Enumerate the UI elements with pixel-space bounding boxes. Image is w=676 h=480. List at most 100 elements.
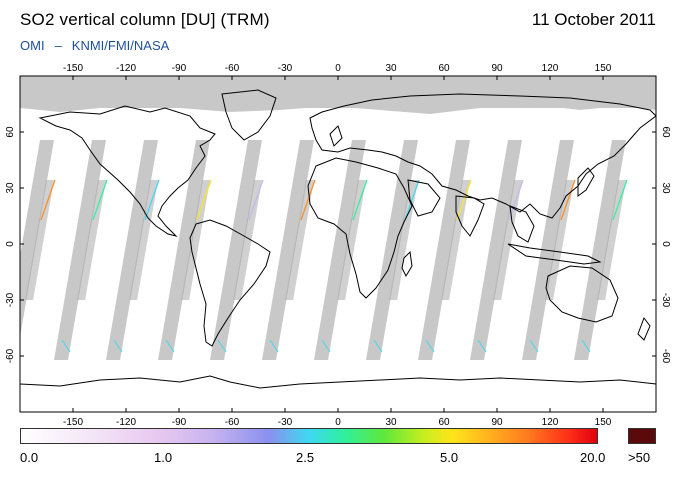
signal-streak-10 (560, 179, 576, 221)
signal-streak-0 (40, 179, 56, 221)
lon-tick-top-0: -150 (63, 63, 83, 74)
signal-streak-8 (456, 179, 472, 221)
lat-tick-right-2: 0 (660, 241, 671, 247)
signal-streak-5 (300, 179, 316, 221)
lon-tick-bottom-3: -60 (225, 417, 240, 428)
coastlines (20, 89, 656, 389)
signal-streak-south-7 (373, 339, 383, 353)
lat-tick-left-2: 0 (5, 241, 16, 247)
swath-shadow-2 (129, 180, 158, 300)
lon-tick-bottom-10: 150 (595, 417, 612, 428)
coast-north-america (38, 105, 216, 237)
lon-tick-bottom-1: -120 (116, 417, 136, 428)
signal-streak-4 (248, 179, 264, 221)
swath-gap-1 (54, 140, 106, 360)
swath-gap-5 (262, 140, 314, 360)
lat-tick-left-4: -60 (5, 348, 16, 363)
lon-tick-bottom-4: -30 (278, 417, 293, 428)
swath-gap-11 (574, 140, 626, 360)
signal-streak-south-11 (581, 339, 591, 353)
swath-shadow-8 (441, 180, 470, 300)
lon-tick-top-8: 90 (491, 63, 503, 74)
coast-new-zealand (637, 316, 651, 341)
colorbar-label-4: 20.0 (580, 450, 606, 465)
lat-tick-left-1: 30 (5, 182, 16, 194)
signal-streak-south-4 (217, 339, 227, 353)
swath-shadow-1 (77, 180, 106, 300)
swath-shadow-6 (337, 180, 366, 300)
credit-separator: – (54, 38, 62, 53)
swath-shadow-5 (285, 180, 314, 300)
lon-tick-bottom-2: -90 (172, 417, 187, 428)
lon-tick-bottom-9: 120 (542, 417, 559, 428)
coast-australia (545, 265, 619, 323)
signal-streak-south-9 (477, 339, 487, 353)
lon-tick-bottom-0: -150 (63, 417, 83, 428)
signal-streak-2 (144, 179, 160, 221)
swath-gap-6 (314, 140, 366, 360)
lon-tick-bottom-6: 30 (385, 417, 397, 428)
lat-tick-right-1: 30 (660, 182, 671, 194)
swath-shadow-7 (389, 180, 418, 300)
signal-streak-1 (92, 179, 108, 221)
coast-south-america (189, 219, 271, 347)
signal-streak-south-8 (425, 339, 435, 353)
lat-tick-right-4: -60 (660, 349, 671, 364)
coast-uk (329, 125, 343, 147)
lat-tick-right-3: -30 (660, 293, 671, 308)
colorbar-label-1: 1.0 (154, 450, 173, 465)
swath-shadow-9 (493, 180, 522, 300)
coast-india (455, 195, 485, 237)
swath-shadow-0 (25, 180, 54, 300)
swath-gap-4 (210, 140, 262, 360)
colorbar-label-3: 5.0 (440, 450, 459, 465)
lon-tick-bottom-8: 90 (491, 417, 503, 428)
lat-ticks-left: 60 30 0 -30 -60 (5, 126, 24, 363)
coast-antarctica (20, 375, 656, 389)
lat-tick-left-3: -30 (5, 292, 16, 307)
coast-indonesia (507, 243, 602, 265)
colorbar-label-2: 2.5 (296, 450, 315, 465)
signal-streak-3 (196, 179, 212, 221)
lon-tick-top-1: -120 (116, 63, 136, 74)
lon-tick-top-10: 150 (595, 63, 612, 74)
coast-japan (577, 167, 595, 197)
lat-ticks-right: 60 30 0 -30 -60 (652, 126, 671, 364)
coast-se-asia (509, 205, 535, 243)
swath-gap-7 (366, 140, 418, 360)
swath-gap-9 (470, 140, 522, 360)
signal-streak-south-2 (113, 339, 123, 353)
swath-gaps (20, 140, 626, 360)
swath-shadow-11 (597, 180, 626, 300)
signal-streak-6 (352, 179, 368, 221)
signal-streak-south-10 (529, 339, 539, 353)
signal-streak-south-6 (321, 339, 331, 353)
lon-ticks-bottom: -150 -120 -90 -60 -30 0 30 60 90 120 150 (63, 408, 612, 428)
swath-gap-2 (106, 140, 158, 360)
signal-streak-south-3 (165, 339, 175, 353)
coast-europe-asia (309, 93, 656, 219)
map-title: SO2 vertical column [DU] (TRM) (20, 10, 270, 29)
nodata-edge (20, 76, 656, 114)
lon-ticks-top: -150 -120 -90 -60 -30 0 30 60 90 120 150 (63, 63, 612, 80)
coast-africa (307, 157, 413, 299)
coast-arabia (407, 179, 441, 217)
signal-streak-11 (612, 179, 628, 221)
lon-tick-top-5: 0 (335, 63, 341, 74)
map-date: 11 October 2011 (531, 10, 656, 29)
swath-shadow-4 (233, 180, 262, 300)
lon-tick-top-4: -30 (278, 63, 293, 74)
lat-tick-left-0: 60 (5, 126, 16, 138)
lon-tick-top-7: 60 (438, 63, 450, 74)
colorbar-overflow-box (628, 428, 656, 444)
lon-tick-top-6: 30 (385, 63, 397, 74)
swath-gap-3 (158, 140, 210, 360)
lon-tick-bottom-7: 60 (438, 417, 450, 428)
swath-gap-8 (418, 140, 470, 360)
swath-shadow-10 (545, 180, 574, 300)
lon-tick-top-3: -60 (225, 63, 240, 74)
credit-organizations: KNMI/FMI/NASA (71, 38, 170, 53)
credit-instrument: OMI (20, 38, 45, 53)
lon-tick-top-2: -90 (172, 63, 187, 74)
